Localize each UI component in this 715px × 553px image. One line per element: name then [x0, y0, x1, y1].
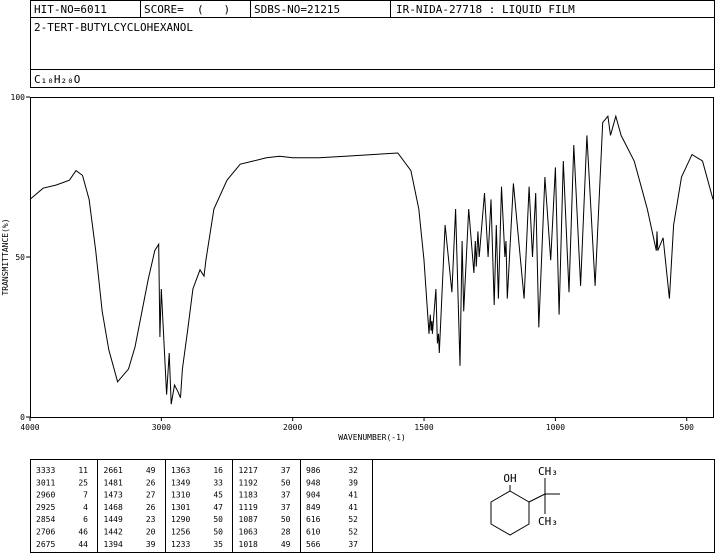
peak-wavenumber: 2675 [36, 540, 55, 549]
plot-frame [30, 97, 714, 418]
peak-wavenumber: 2661 [104, 466, 123, 475]
peak-transmittance: 39 [348, 478, 358, 487]
peak-wavenumber: 2960 [36, 491, 55, 500]
peak-wavenumber: 1183 [239, 491, 258, 500]
x-tick-label: 4000 [20, 423, 39, 432]
peak-transmittance: 37 [281, 503, 291, 512]
header-box [30, 0, 715, 88]
peak-transmittance: 39 [146, 540, 156, 549]
x-tick-label: 1500 [414, 423, 433, 432]
peak-transmittance: 50 [281, 515, 291, 524]
peak-transmittance: 23 [146, 515, 156, 524]
peak-wavenumber: 1301 [171, 503, 190, 512]
x-tick-label: 500 [680, 423, 695, 432]
x-tick-label: 3000 [152, 423, 171, 432]
peak-transmittance: 46 [78, 528, 88, 537]
peak-transmittance: 26 [146, 478, 156, 487]
peak-wavenumber: 1449 [104, 515, 123, 524]
compound-name: 2-TERT-BUTYLCYCLOHEXANOL [34, 21, 193, 34]
peak-wavenumber: 2854 [36, 515, 55, 524]
peak-transmittance: 47 [213, 503, 223, 512]
peak-transmittance: 44 [78, 540, 88, 549]
peak-wavenumber: 1119 [239, 503, 258, 512]
peak-transmittance: 41 [348, 503, 358, 512]
peak-transmittance: 49 [146, 466, 156, 475]
peak-wavenumber: 1087 [239, 515, 258, 524]
peak-transmittance: 28 [281, 528, 291, 537]
peak-wavenumber: 616 [306, 515, 321, 524]
peak-wavenumber: 610 [306, 528, 321, 537]
peak-wavenumber: 1468 [104, 503, 123, 512]
peak-transmittance: 50 [213, 528, 223, 537]
peak-wavenumber: 1442 [104, 528, 123, 537]
score: SCORE= ( ) [144, 3, 230, 16]
y-tick-label: 50 [15, 253, 25, 262]
peak-transmittance: 32 [348, 466, 358, 475]
peak-transmittance: 27 [146, 491, 156, 500]
sdbs-no: SDBS-NO=21215 [254, 3, 340, 16]
peak-transmittance: 37 [281, 466, 291, 475]
peak-transmittance: 41 [348, 491, 358, 500]
x-axis-label: WAVENUMBER(-1) [338, 433, 405, 442]
formula: C₁₀H₂₀O [34, 73, 80, 86]
peak-wavenumber: 948 [306, 478, 321, 487]
peak-transmittance: 37 [281, 491, 291, 500]
peak-wavenumber: 904 [306, 491, 321, 500]
peak-wavenumber: 1481 [104, 478, 123, 487]
peak-transmittance: 35 [213, 540, 223, 549]
peak-wavenumber: 566 [306, 540, 321, 549]
peak-wavenumber: 849 [306, 503, 321, 512]
hit-no: HIT-NO=6011 [34, 3, 107, 16]
peak-wavenumber: 3011 [36, 478, 55, 487]
x-tick-label: 2000 [283, 423, 302, 432]
peak-wavenumber: 2925 [36, 503, 55, 512]
peak-wavenumber: 1256 [171, 528, 190, 537]
peak-wavenumber: 1349 [171, 478, 190, 487]
atom-label: OH [503, 472, 516, 485]
y-tick-label: 100 [11, 93, 26, 102]
x-tick-label: 1000 [546, 423, 565, 432]
peak-wavenumber: 1217 [239, 466, 258, 475]
peak-transmittance: 7 [83, 491, 88, 500]
peak-transmittance: 25 [78, 478, 88, 487]
atom-label: CH₃ [538, 515, 558, 528]
bond [528, 493, 546, 503]
peak-wavenumber: 1363 [171, 466, 190, 475]
ring [490, 490, 530, 536]
peak-transmittance: 50 [281, 478, 291, 487]
peak-transmittance: 50 [213, 515, 223, 524]
peak-transmittance: 11 [78, 466, 88, 475]
peak-transmittance: 6 [83, 515, 88, 524]
peak-transmittance: 4 [83, 503, 88, 512]
peak-wavenumber: 2706 [36, 528, 55, 537]
y-tick-label: 0 [20, 413, 25, 422]
peak-transmittance: 45 [213, 491, 223, 500]
peak-transmittance: 52 [348, 528, 358, 537]
peak-wavenumber: 1192 [239, 478, 258, 487]
ir-info: IR-NIDA-27718 : LIQUID FILM [396, 3, 575, 16]
peak-wavenumber: 1233 [171, 540, 190, 549]
peak-wavenumber: 986 [306, 466, 321, 475]
peak-transmittance: 49 [281, 540, 291, 549]
atom-label: CH₃ [538, 465, 558, 478]
peak-transmittance: 52 [348, 515, 358, 524]
peak-transmittance: 37 [348, 540, 358, 549]
peak-wavenumber: 1310 [171, 491, 190, 500]
peak-wavenumber: 1063 [239, 528, 258, 537]
peak-transmittance: 33 [213, 478, 223, 487]
peak-wavenumber: 1473 [104, 491, 123, 500]
peak-transmittance: 20 [146, 528, 156, 537]
peak-wavenumber: 3333 [36, 466, 55, 475]
peak-transmittance: 16 [213, 466, 223, 475]
peak-wavenumber: 1290 [171, 515, 190, 524]
peak-wavenumber: 1394 [104, 540, 123, 549]
peak-transmittance: 26 [146, 503, 156, 512]
spectrum-line [29, 114, 714, 405]
molecule: OH CH₃ CH₃ [490, 465, 560, 536]
peak-wavenumber: 1018 [239, 540, 258, 549]
y-axis-label: TRANSMITTANCE(%) [1, 218, 10, 295]
